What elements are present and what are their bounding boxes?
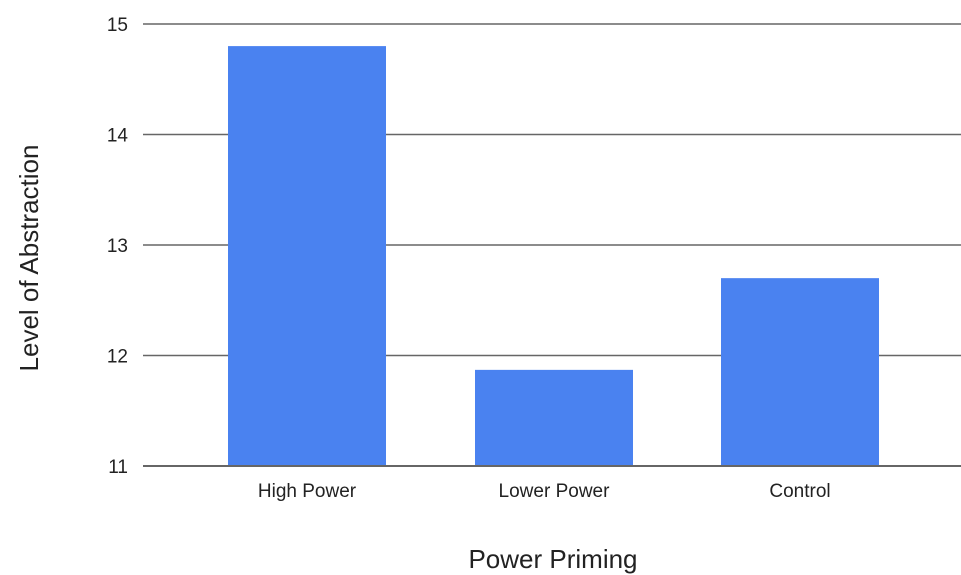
y-tick-label: 12: [107, 347, 128, 368]
y-tick-label: 14: [107, 126, 129, 147]
x-tick-label: Control: [769, 481, 830, 502]
bar-control: [721, 278, 879, 466]
x-axis-title: Power Priming: [468, 544, 637, 574]
y-axis-ticks: 11 12 13 14 15: [107, 15, 129, 478]
x-axis-ticks: High Power Lower Power Control: [258, 481, 831, 502]
y-axis-title: Level of Abstraction: [14, 145, 44, 372]
bar-lower-power: [475, 369, 633, 466]
y-tick-label: 11: [108, 457, 128, 478]
y-tick-label: 13: [107, 236, 128, 257]
y-tick-label: 15: [107, 15, 128, 36]
x-tick-label: Lower Power: [499, 481, 611, 502]
bar-high-power: [228, 46, 386, 466]
bars: [143, 46, 961, 467]
x-tick-label: High Power: [258, 481, 357, 502]
